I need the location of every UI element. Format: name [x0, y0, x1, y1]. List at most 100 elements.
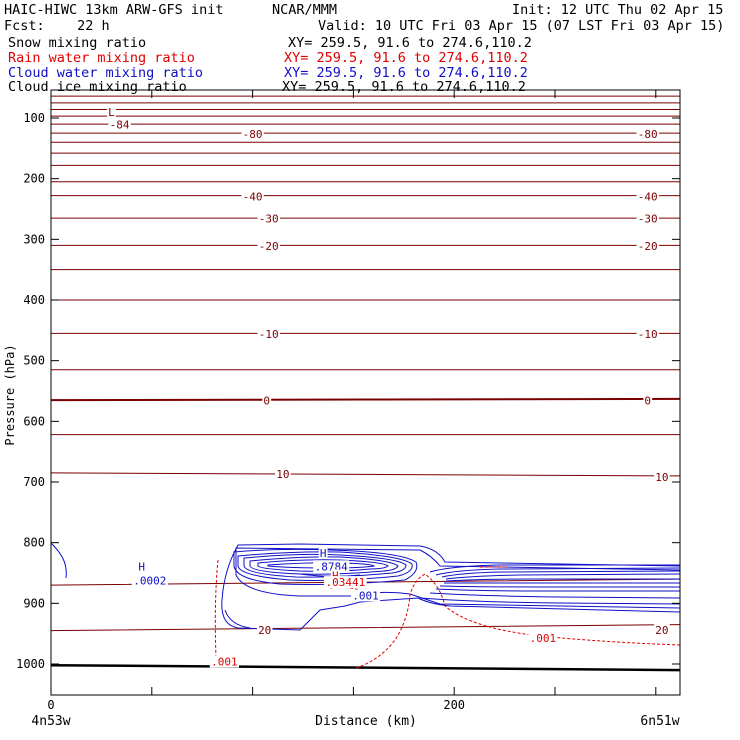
cloud-water-contours — [51, 542, 680, 631]
contour-label: -10 — [259, 328, 279, 341]
contour-label-bg — [257, 212, 280, 225]
y-tick-label: 1000 — [16, 657, 45, 671]
cloud-water-contour — [221, 543, 680, 631]
field-cloudwater-name: Cloud water mixing ratio — [8, 65, 204, 81]
contour-label: H — [320, 547, 327, 560]
contour-label: -40 — [243, 190, 263, 203]
cloud-water-contour — [445, 573, 680, 580]
cloud-water-contour — [441, 570, 680, 578]
y-axis-label: Pressure (hPa) — [3, 344, 17, 445]
contour-label-bg — [636, 240, 659, 253]
y-tick-label: 100 — [23, 111, 45, 125]
isotherm-line — [51, 624, 680, 632]
contour-label: .001 — [352, 589, 379, 602]
field-rain-name: Rain water mixing ratio — [8, 50, 195, 66]
contour-label-bg — [131, 574, 168, 587]
contour-label-bg — [256, 624, 273, 637]
contour-label: H — [332, 569, 339, 582]
endpoint-left: 4n53w — [31, 714, 70, 729]
field-snow-name: Snow mixing ratio — [8, 35, 147, 51]
forecast-hour: Fcst: 22 h — [4, 18, 110, 34]
isotherm-line — [51, 663, 680, 672]
cloud-water-contour — [429, 564, 680, 573]
y-tick-label: 600 — [23, 414, 45, 428]
contour-label: .8784 — [315, 560, 348, 573]
field-rain-xy: XY= 259.5, 91.6 to 274.6,110.2 — [284, 50, 528, 66]
isotherm-layer — [51, 95, 680, 672]
rain-water-contour — [355, 573, 680, 669]
rain-water-contour — [214, 559, 219, 659]
contour-label-bg — [108, 118, 131, 131]
cloud-water-contour — [445, 578, 680, 582]
contour-label: 20 — [655, 624, 668, 637]
cloud-water-contour — [419, 597, 680, 605]
contour-label-bg — [313, 560, 350, 573]
cloud-water-contour — [224, 609, 251, 629]
contour-label: .001 — [211, 656, 238, 669]
contour-label-bg — [330, 569, 340, 582]
contour-labels: L-84 -80 -80 -40 -40 -30 -30 -20 -20 -10 -10 0 0 10 10… — [107, 105, 670, 669]
contour-label-bg — [636, 212, 659, 225]
field-cloudice-xy: XY= 259.5, 91.6 to 274.6,110.2 — [282, 79, 526, 95]
plot-frame — [50, 89, 681, 696]
contour-label: 10 — [655, 471, 668, 484]
isotherm-line — [51, 397, 680, 402]
contour-label-bg — [654, 471, 670, 484]
y-tick-label: 900 — [23, 596, 45, 610]
x-tick-label: 200 — [443, 698, 465, 712]
contour-label: -30 — [259, 213, 279, 226]
contour-label: 20 — [258, 624, 271, 637]
cloud-water-contour — [429, 592, 680, 599]
contour-label-bg — [528, 631, 558, 644]
cloud-water-contour — [235, 547, 680, 609]
contour-label-bg — [275, 468, 291, 481]
y-tick-label: 300 — [23, 232, 45, 246]
contour-label: -20 — [259, 240, 279, 253]
y-tick-label: 700 — [23, 475, 45, 489]
field-snow-xy: XY= 259.5, 91.6 to 274.6,110.2 — [288, 35, 532, 51]
contour-label: .001 — [530, 632, 557, 645]
contour-label: L — [108, 106, 115, 119]
x-tick-label: 0 — [47, 698, 54, 712]
isotherm-line — [51, 472, 680, 477]
field-cloudice-name: Cloud ice mixing ratio — [8, 79, 187, 95]
contour-label-bg — [262, 394, 272, 407]
init-time: Init: 12 UTC Thu 02 Apr 15 — [512, 2, 724, 18]
model-title: HAIC-HIWC 13km ARW-GFS init — [4, 2, 224, 18]
contour-label-bg — [257, 327, 280, 340]
contour-label-bg — [654, 624, 670, 637]
cloud-water-contour — [233, 548, 418, 585]
contour-label: 0 — [263, 395, 270, 408]
cloud-water-contour — [439, 585, 680, 588]
cloud-water-contour — [237, 551, 413, 581]
contour-label-bg — [350, 589, 381, 602]
contour-label-bg — [257, 240, 280, 253]
contour-label-bg — [323, 576, 367, 589]
y-tick-label: 400 — [23, 293, 45, 307]
contour-label: .0002 — [133, 574, 166, 587]
contour-label: H — [138, 560, 145, 573]
contour-label-bg — [636, 127, 659, 140]
contour-label: .03441 — [325, 576, 365, 589]
contour-label: -30 — [638, 213, 658, 226]
cloud-water-contour — [51, 542, 67, 579]
contour-label-bg — [636, 190, 659, 203]
endpoint-right: 6n51w — [640, 714, 679, 729]
y-tick-label: 800 — [23, 536, 45, 550]
contour-label: -40 — [638, 190, 658, 203]
org-label: NCAR/MMM — [272, 2, 338, 18]
contour-label: 0 — [644, 395, 651, 408]
contour-label-bg — [643, 394, 653, 407]
contour-label: -80 — [638, 128, 658, 141]
y-tick-label: 200 — [23, 172, 45, 186]
cloud-water-contour — [435, 567, 680, 576]
cloud-water-contour — [257, 559, 389, 572]
contour-label-bg — [209, 655, 239, 668]
valid-time: Valid: 10 UTC Fri 03 Apr 15 (07 LST Fri … — [318, 18, 725, 34]
cloud-water-contour — [435, 588, 680, 592]
contour-label-bg — [137, 560, 147, 573]
contour-label-bg — [241, 127, 264, 140]
